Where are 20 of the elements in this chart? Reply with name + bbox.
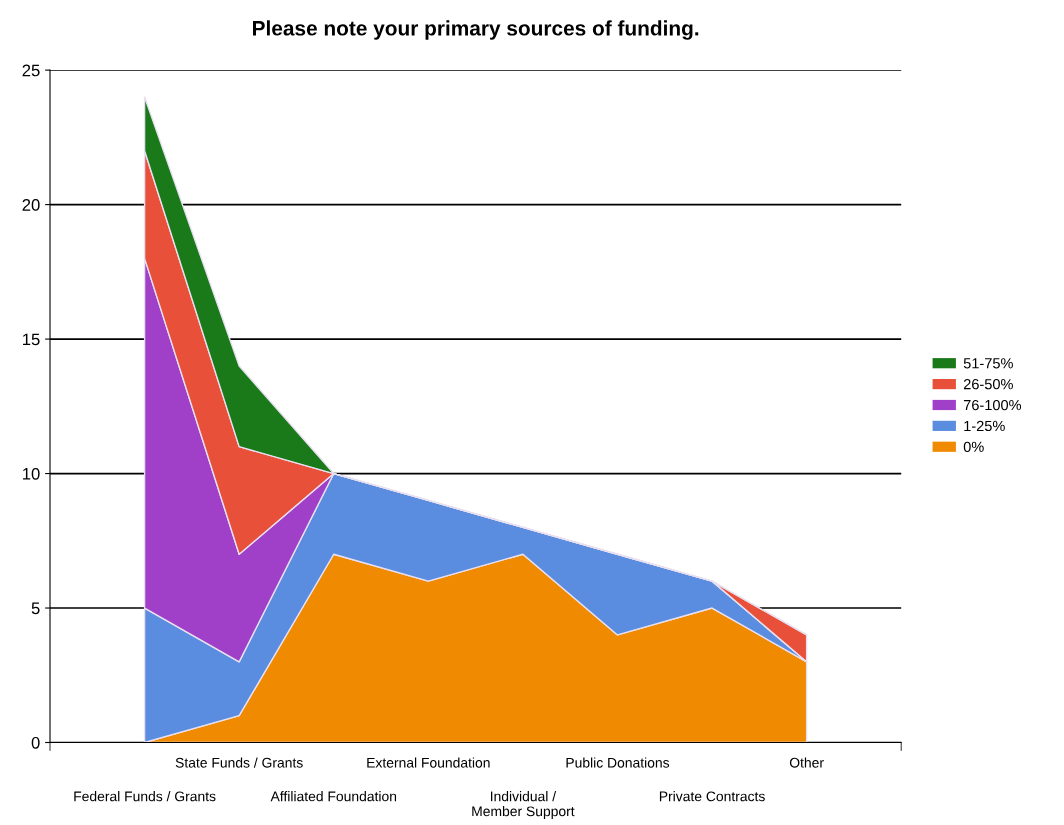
x-tick-label: External Foundation [367, 757, 490, 768]
y-tick-label: 20 [22, 199, 40, 211]
y-tick-label: 10 [23, 467, 40, 480]
legend-label: 0% [963, 441, 984, 452]
x-tick-label: Private Contracts [659, 791, 765, 802]
y-tick-label: 25 [22, 64, 40, 77]
x-tick-label: Public Donations [566, 757, 670, 768]
y-tick-label: 15 [23, 333, 40, 346]
x-tick-label: Individual / Member Support [472, 791, 575, 819]
x-tick-label: Federal Funds / Grants [74, 791, 216, 802]
x-tick-label: State Funds / Grants [175, 757, 303, 768]
legend-label: 1-25% [964, 420, 1005, 432]
legend-label: 51-75% [963, 358, 1013, 369]
legend-label: 26-50% [963, 379, 1013, 390]
x-tick-label: Affiliated Foundation [270, 791, 397, 802]
legend-label: 76-100% [963, 399, 1022, 411]
chart-title: Please note your primary sources of funding. [253, 20, 699, 40]
y-tick-label: 0 [31, 736, 40, 749]
y-tick-label: 5 [31, 602, 40, 615]
x-tick-label: Other [789, 757, 824, 768]
